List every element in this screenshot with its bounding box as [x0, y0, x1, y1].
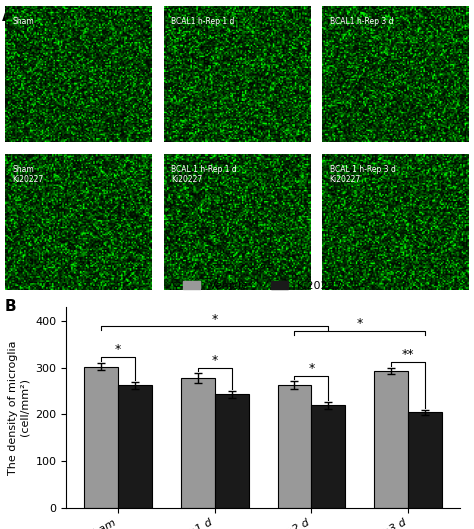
Text: *: *	[308, 362, 315, 375]
Text: A: A	[2, 9, 14, 24]
Text: B: B	[5, 299, 17, 314]
Text: BCAL 1 h-Rep 1 d
Ki20227: BCAL 1 h-Rep 1 d Ki20227	[171, 165, 237, 184]
Text: BCAL 1 h-Rep 3 d
Ki20227: BCAL 1 h-Rep 3 d Ki20227	[330, 165, 395, 184]
Text: *: *	[356, 317, 363, 330]
Text: *: *	[211, 313, 218, 325]
Text: BCAL1 h-Rep 3 d: BCAL1 h-Rep 3 d	[330, 17, 393, 26]
Bar	[278, 385, 311, 508]
Legend: Vehicle, Ki20227: Vehicle, Ki20227	[179, 276, 347, 295]
Y-axis label: The density of microglia
(cell/mm²): The density of microglia (cell/mm²)	[9, 340, 30, 475]
Bar	[215, 394, 248, 508]
Bar	[118, 385, 152, 508]
Text: Sham: Sham	[12, 17, 34, 26]
Bar	[311, 405, 345, 508]
Bar	[374, 371, 408, 508]
Text: *: *	[211, 354, 218, 367]
Bar	[181, 378, 215, 508]
Text: **: **	[402, 348, 414, 361]
Text: BCAL1 h-Rep 1 d: BCAL1 h-Rep 1 d	[171, 17, 234, 26]
Bar	[408, 413, 442, 508]
Text: Sham
Ki20227: Sham Ki20227	[12, 165, 43, 184]
Text: *: *	[115, 343, 121, 357]
Bar	[84, 367, 118, 508]
